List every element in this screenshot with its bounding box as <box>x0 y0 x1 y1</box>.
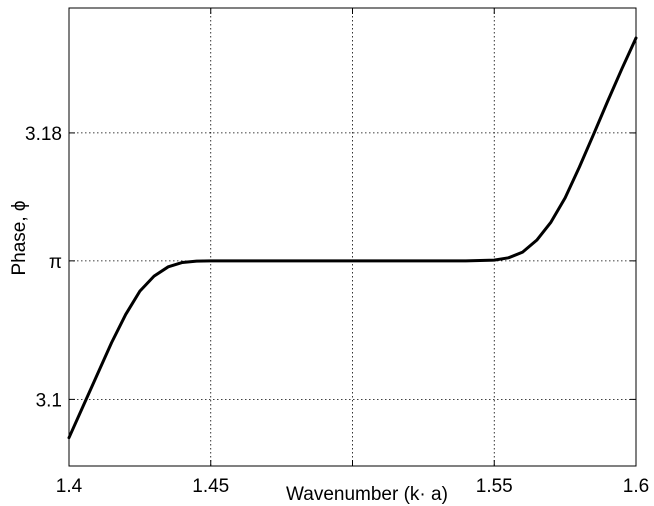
series-line-0 <box>67 36 638 440</box>
x-tick-label: 1.55 <box>476 476 513 497</box>
x-axis-title: Wavenumber (k· a) <box>286 484 448 505</box>
y-tick-label: 3.18 <box>25 124 62 145</box>
tick-marks <box>68 8 637 466</box>
series-layer <box>67 36 638 440</box>
x-tick-label: 1.4 <box>56 476 83 497</box>
y-tick-label: π <box>49 252 62 273</box>
y-axis-title: Phase, ϕ <box>9 200 30 275</box>
y-tick-label: 3.1 <box>36 390 62 411</box>
x-tick-label: 1.45 <box>192 476 229 497</box>
y-tick-labels: 3.1 π 3.18 <box>25 124 62 411</box>
grid-lines <box>69 8 636 466</box>
x-tick-labels: 1.4 1.45 1.55 1.6 <box>56 476 649 497</box>
x-tick-label: 1.6 <box>623 476 649 497</box>
